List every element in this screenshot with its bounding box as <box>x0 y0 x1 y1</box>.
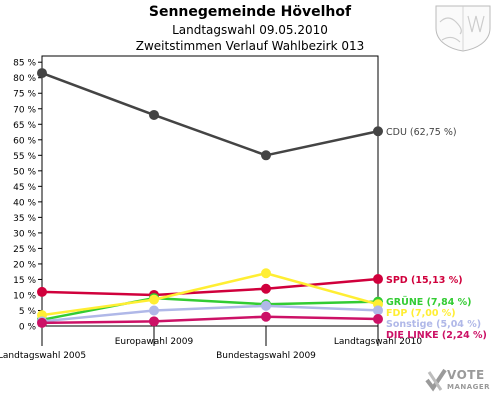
data-point-spd <box>261 283 271 294</box>
series-line-sonstige <box>41 304 379 323</box>
x-tick-label: Europawahl 2009 <box>115 337 194 347</box>
y-tick-label: 50 % <box>13 167 36 177</box>
data-point-die-linke <box>261 311 271 322</box>
data-point-cdu <box>37 68 47 79</box>
y-tick-label: 65 % <box>13 121 36 131</box>
y-tick-label: 15 % <box>13 276 36 286</box>
y-tick-label: 85 % <box>13 59 36 69</box>
y-tick-label: 25 % <box>13 245 36 255</box>
data-point-cdu <box>373 126 383 137</box>
series-line-gr-ne <box>41 296 379 322</box>
logo-manager-text: MANAGER <box>447 383 491 391</box>
y-tick-label: 70 % <box>13 105 36 115</box>
y-tick-label: 0 % <box>19 323 37 333</box>
data-point-die-linke <box>37 317 47 328</box>
data-point-sonstige <box>149 305 159 316</box>
y-tick-label: 80 % <box>13 74 36 84</box>
series-line-cdu <box>41 71 379 157</box>
series-end-label: SPD (15,13 %) <box>386 275 463 286</box>
y-tick-label: 45 % <box>13 183 36 193</box>
series-end-label: CDU (62,75 %) <box>386 127 457 138</box>
series-line-spd <box>41 277 379 297</box>
vote-manager-logo: VOTE MANAGER <box>425 366 497 396</box>
data-point-die-linke <box>149 316 159 327</box>
series-end-label: Sonstige (5,04 %) <box>386 319 481 330</box>
y-tick-label: 10 % <box>13 291 36 301</box>
data-point-spd <box>373 274 383 285</box>
data-point-sonstige <box>373 305 383 316</box>
vote-check-icon <box>425 368 447 392</box>
x-tick-label: Landtagswahl 2010 <box>334 337 423 347</box>
chart-subtitle-description: Zweitstimmen Verlauf Wahlbezirk 013 <box>135 39 365 53</box>
coat-of-arms-icon <box>435 5 491 52</box>
x-tick-label: Landtagswahl 2005 <box>0 351 86 361</box>
y-tick-label: 5 % <box>19 307 37 317</box>
y-tick-label: 55 % <box>13 152 36 162</box>
data-point-fdp <box>149 294 159 305</box>
y-tick-label: 35 % <box>13 214 36 224</box>
data-point-fdp <box>261 268 271 279</box>
y-tick-label: 40 % <box>13 198 36 208</box>
data-point-die-linke <box>373 314 383 325</box>
series-line-die-linke <box>41 315 379 325</box>
logo-vote-text: VOTE <box>447 368 485 382</box>
y-tick-label: 60 % <box>13 136 36 146</box>
y-tick-label: 30 % <box>13 229 36 239</box>
chart-title: Sennegemeinde Hövelhof <box>148 4 352 20</box>
chart-subtitle-election: Landtagswahl 09.05.2010 <box>172 23 328 37</box>
x-tick-label: Bundestagswahl 2009 <box>216 351 316 361</box>
plot-area <box>41 55 379 327</box>
series-line-fdp <box>41 271 379 317</box>
series-end-label: DIE LINKE (2,24 %) <box>386 330 487 341</box>
data-point-spd <box>37 286 47 297</box>
y-tick-label: 20 % <box>13 260 36 270</box>
series-end-label: GRÜNE (7,84 %) <box>386 297 472 308</box>
y-tick-label: 75 % <box>13 90 36 100</box>
data-point-cdu <box>149 109 159 120</box>
data-point-cdu <box>261 150 271 161</box>
data-point-sonstige <box>261 300 271 311</box>
series-end-label: FDP (7,00 %) <box>386 308 456 319</box>
